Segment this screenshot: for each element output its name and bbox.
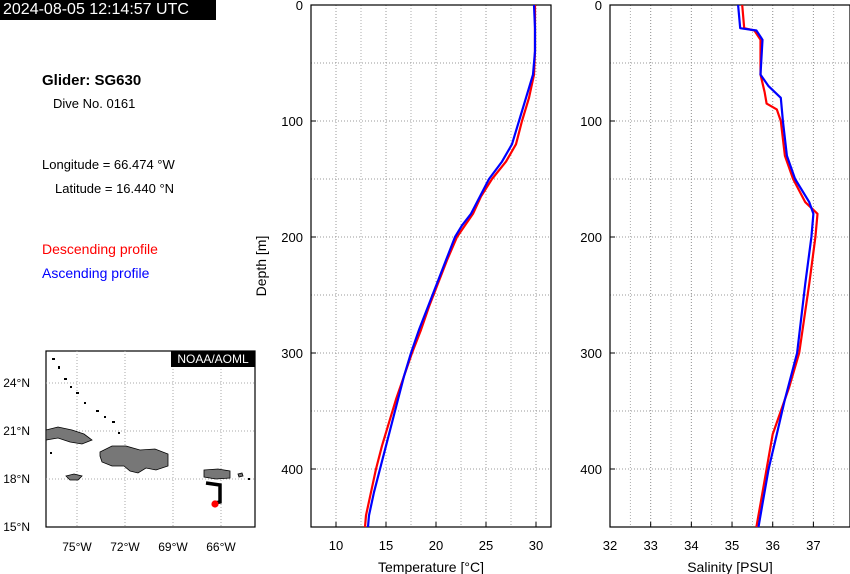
timestamp-banner: 2024-08-05 12:14:57 UTC (0, 0, 216, 20)
location-map: NOAA/AOML 24°N 21°N 18°N 15°N 75°W 72°W … (3, 350, 256, 554)
legend-ascending: Ascending profile (42, 265, 150, 281)
map-credit: NOAA/AOML (177, 352, 249, 366)
ascending-profile-line (737, 4, 815, 528)
x-tick-label: 15 (379, 538, 393, 553)
x-tick-label: 37 (806, 538, 820, 553)
plot-frame (310, 4, 552, 528)
y-tick-label: 100 (580, 114, 602, 129)
latitude-readout: Latitude = 16.440 °N (55, 181, 175, 196)
map-lon-labels: 75°W 72°W 69°W 66°W (62, 540, 236, 554)
puerto-rico-landmass (203, 468, 231, 480)
x-tick-label: 35 (725, 538, 739, 553)
map-lon-tick: 66°W (206, 540, 236, 554)
cuba-landmass (45, 426, 93, 445)
ascending-profile-line (366, 4, 537, 528)
dive-number: Dive No. 0161 (53, 96, 136, 111)
jamaica-landmass (65, 473, 83, 481)
y-tick-label: 300 (281, 346, 303, 361)
y-tick-label: 400 (281, 462, 303, 477)
legend-descending: Descending profile (42, 241, 158, 257)
x-tick-label: 36 (765, 538, 779, 553)
hispaniola-landmass (99, 445, 169, 474)
small-island (237, 472, 244, 478)
chart-panel-2: 32 33 34 35 36 37 0 100 200 300 400 Salinity [PSU] (580, 0, 850, 574)
glider-name: Glider: SG630 (42, 72, 142, 89)
map-lat-labels: 24°N 21°N 18°N 15°N (3, 376, 30, 534)
x-tick-label: 33 (643, 538, 657, 553)
y-tick-label: 400 (580, 462, 602, 477)
x-tick-label: 20 (429, 538, 443, 553)
x-axis-label: Temperature [°C] (378, 559, 484, 574)
x-tick-label: 10 (329, 538, 343, 553)
y-tick-label: 100 (281, 114, 303, 129)
map-lat-tick: 18°N (3, 472, 30, 486)
descending-profile-line (741, 4, 819, 528)
y-tick-label: 200 (580, 230, 602, 245)
longitude-readout: Longitude = 66.474 °W (42, 157, 175, 172)
glider-position-marker (211, 500, 219, 508)
map-lon-tick: 75°W (62, 540, 92, 554)
y-tick-label: 300 (580, 346, 602, 361)
map-islets (50, 358, 250, 480)
y-tick-label: 200 (281, 230, 303, 245)
plot-frame (609, 4, 850, 528)
map-lon-tick: 72°W (110, 540, 140, 554)
map-lat-tick: 24°N (3, 376, 30, 390)
y-tick-label: 0 (296, 0, 303, 13)
map-lat-tick: 21°N (3, 424, 30, 438)
y-tick-label: 0 (595, 0, 602, 13)
x-axis-label: Salinity [PSU] (687, 559, 773, 574)
map-lon-tick: 69°W (158, 540, 188, 554)
map-credit-box (171, 351, 255, 367)
x-tick-label: 25 (479, 538, 493, 553)
x-tick-label: 32 (603, 538, 617, 553)
map-lat-tick: 15°N (3, 520, 30, 534)
x-tick-label: 34 (684, 538, 698, 553)
descending-profile-line (363, 5, 537, 528)
x-tick-label: 30 (529, 538, 543, 553)
y-axis-label: Depth [m] (253, 236, 269, 297)
map-land (45, 426, 244, 481)
